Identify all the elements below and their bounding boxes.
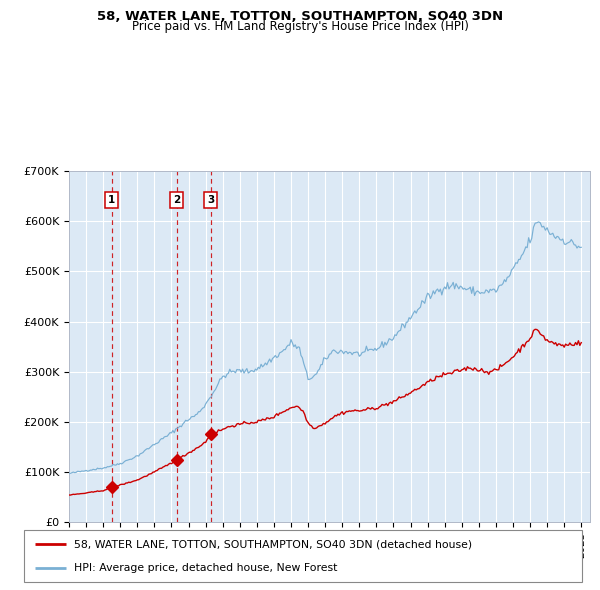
Text: 2: 2 (173, 195, 180, 205)
Text: HPI: Average price, detached house, New Forest: HPI: Average price, detached house, New … (74, 563, 338, 573)
Text: Price paid vs. HM Land Registry's House Price Index (HPI): Price paid vs. HM Land Registry's House … (131, 20, 469, 33)
Text: 58, WATER LANE, TOTTON, SOUTHAMPTON, SO40 3DN: 58, WATER LANE, TOTTON, SOUTHAMPTON, SO4… (97, 10, 503, 23)
Text: 58, WATER LANE, TOTTON, SOUTHAMPTON, SO40 3DN (detached house): 58, WATER LANE, TOTTON, SOUTHAMPTON, SO4… (74, 539, 472, 549)
Text: 1: 1 (108, 195, 115, 205)
Text: 3: 3 (207, 195, 214, 205)
